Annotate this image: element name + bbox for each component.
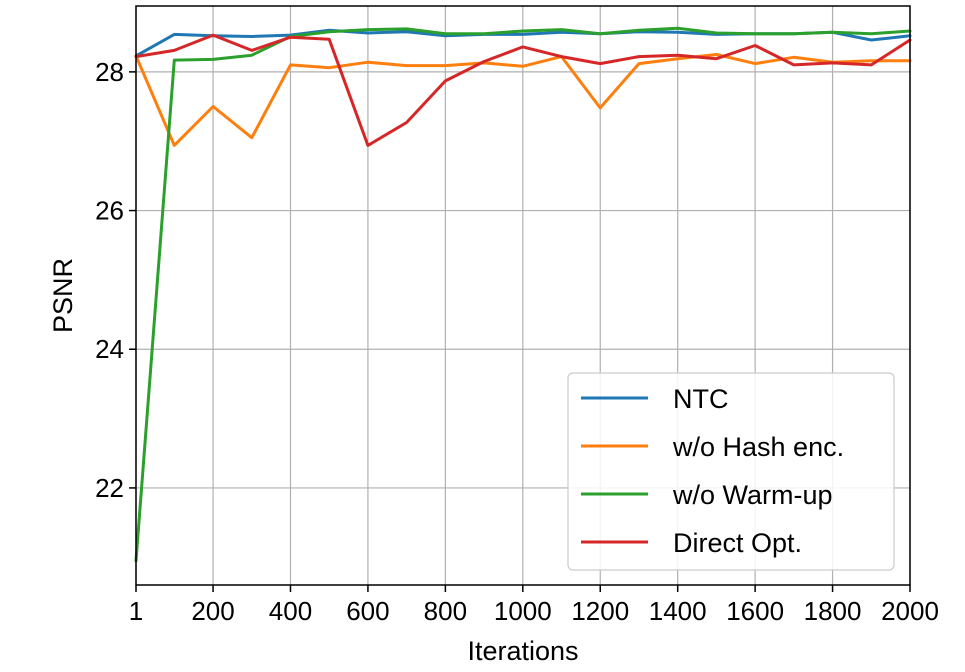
x-tick-label: 1000 (494, 596, 552, 626)
series-lines (134, 26, 912, 563)
axis-ticks: 1 200 400 600 800 1000 1200 1400 1600 1800 2000222… (95, 57, 939, 626)
x-tick-label: 200 (191, 596, 234, 626)
x-tick-label: 1 (129, 596, 143, 626)
x-tick-label: 1200 (571, 596, 629, 626)
legend: NTC w/o Hash enc. w/o Warm-up Direct Opt. (567, 372, 895, 571)
x-tick-label: 1800 (804, 596, 862, 626)
x-tick-label: 1400 (649, 596, 707, 626)
legend-label: NTC (673, 384, 729, 414)
series-line-w-o-warm-up (134, 26, 912, 563)
legend-label: w/o Warm-up (672, 480, 833, 510)
x-tick-label: 400 (269, 596, 312, 626)
x-tick-label: 600 (346, 596, 389, 626)
legend-label: w/o Hash enc. (672, 432, 844, 462)
series-line-direct-opt (134, 33, 912, 147)
legend-label: Direct Opt. (673, 528, 802, 558)
y-tick-label: 26 (95, 196, 124, 226)
y-tick-label: 22 (95, 473, 124, 503)
x-tick-label: 1600 (726, 596, 784, 626)
y-tick-label: 28 (95, 57, 124, 87)
legend-box (567, 372, 895, 571)
x-axis-label: Iterations (467, 636, 578, 666)
x-tick-label: 800 (424, 596, 467, 626)
y-tick-label: 24 (95, 334, 124, 364)
x-tick-label: 2000 (881, 596, 939, 626)
y-axis-label: PSNR (48, 258, 78, 333)
